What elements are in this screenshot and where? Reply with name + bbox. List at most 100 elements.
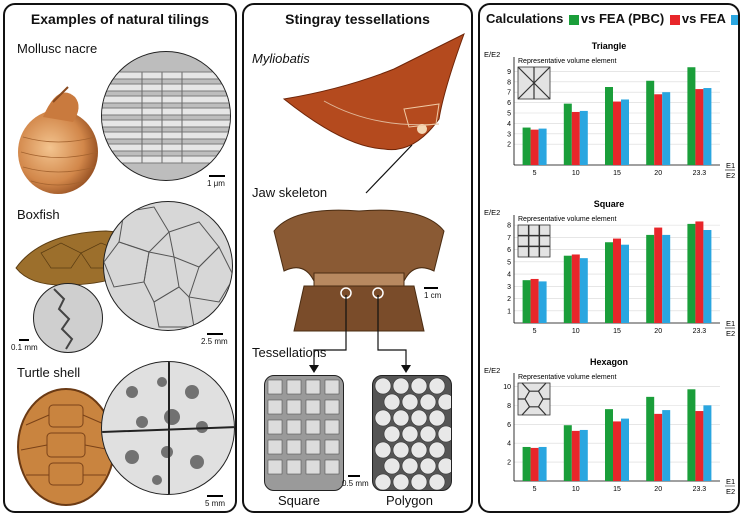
y-tick-label: 5 — [507, 111, 511, 118]
legend-label-pbc: vs FEA (PBC) — [580, 11, 665, 26]
x-tick-label: 15 — [613, 170, 621, 177]
bar-vs-fea-pbc — [522, 280, 531, 323]
bar-vs-fea — [654, 413, 663, 481]
bar-vs-fea — [613, 421, 621, 481]
turtle-scalebar — [207, 495, 223, 497]
mollusc-scalebar — [209, 175, 225, 177]
x-tick-label: 15 — [613, 486, 621, 493]
bar-series-3 — [703, 88, 712, 165]
callout-line — [364, 144, 414, 195]
legend-label-fea: vs FEA — [681, 11, 726, 26]
turtle-suture-micrograph — [101, 361, 235, 495]
chart-title: Square — [594, 199, 625, 209]
bar-series-3 — [703, 405, 712, 481]
panel2-title: Stingray tessellations — [285, 11, 430, 27]
bar-vs-fea-pbc — [522, 127, 531, 165]
stingray-image — [264, 29, 471, 159]
bar-vs-fea-pbc — [646, 80, 655, 165]
charts-container: Triangle E/E2 2 3 4 5 6 7 8 9 Representative volum… — [480, 35, 738, 511]
boxfish-suture-inset — [33, 283, 103, 353]
y-tick-label: 4 — [507, 441, 511, 448]
arrows — [304, 295, 424, 375]
bar-vs-fea-pbc — [563, 425, 572, 481]
bar-series-3 — [621, 418, 629, 481]
y-tick-label: 6 — [507, 247, 511, 254]
y-tick-label: 8 — [507, 79, 511, 86]
bar-vs-fea-pbc — [687, 67, 696, 165]
stingray-panel: Stingray tessellations Myliobatis Jaw sk… — [242, 3, 473, 513]
chart-title: Triangle — [592, 41, 627, 51]
x-tick-label: 23.3 — [693, 486, 707, 493]
snail-shell-image — [13, 77, 103, 197]
mollusc-scale-text: 1 μm — [207, 179, 225, 188]
bar-series-3 — [579, 429, 588, 481]
y-tick-label: 5 — [507, 259, 511, 266]
rve-icon-square — [517, 224, 551, 258]
y-tick-label: 6 — [507, 422, 511, 429]
tess-scalebar — [348, 475, 360, 477]
nacre-micrograph — [101, 51, 231, 181]
y-tick-label: 3 — [507, 131, 511, 138]
jaw-scale-text: 1 cm — [424, 291, 442, 300]
jaw-skeleton-image — [264, 201, 454, 337]
y-tick-label: 3 — [507, 284, 511, 291]
bar-vs-fea — [695, 411, 704, 481]
bar-vs-fea — [695, 221, 704, 323]
species-label: Myliobatis — [252, 51, 310, 66]
rve-label: Representative volume element — [518, 58, 616, 65]
boxfish-scalebar-right — [207, 333, 223, 335]
bar-vs-fea — [654, 227, 663, 323]
boxfish-scute-micrograph — [103, 201, 233, 331]
bar-vs-fea-pbc — [646, 234, 655, 323]
bar-series-3 — [579, 258, 588, 323]
x-axis-label-bottom: E2 — [726, 487, 735, 496]
bar-vs-fea — [654, 94, 663, 165]
polygon-label: Polygon — [386, 493, 433, 508]
square-label: Square — [278, 493, 320, 508]
y-tick-label: 10 — [503, 384, 511, 391]
y-tick-label: 9 — [507, 69, 511, 76]
x-tick-label: 23.3 — [693, 170, 707, 177]
legend-swatch-red — [669, 14, 680, 25]
y-axis-label: E/E2 — [484, 50, 500, 59]
bar-chart-square: Square E/E2 1 2 3 4 5 6 7 8 Representative volume … — [484, 199, 735, 338]
y-tick-label: 7 — [507, 235, 511, 242]
bar-series-3 — [538, 281, 547, 323]
bar-vs-fea — [530, 278, 539, 323]
x-tick-label: 10 — [572, 328, 580, 335]
x-tick-label: 5 — [533, 170, 537, 177]
bar-vs-fea — [571, 430, 580, 481]
panel3-title: Calculations — [486, 11, 564, 26]
tess-label: Tessellations — [252, 345, 327, 360]
bar-vs-fea-pbc — [605, 242, 613, 323]
bar-chart-hexagon: Hexagon E/E2 2 4 6 8 10 Representative volume e… — [484, 357, 735, 496]
bar-series-3 — [538, 446, 547, 481]
x-axis-label-top: E1 — [726, 477, 735, 486]
bar-vs-fea-pbc — [687, 389, 696, 481]
rve-label: Representative volume element — [518, 216, 616, 223]
y-tick-label: 4 — [507, 121, 511, 128]
bar-vs-fea-pbc — [563, 255, 572, 323]
y-tick-label: 2 — [507, 460, 511, 467]
legend-swatch-blue — [731, 14, 738, 25]
bar-vs-fea — [530, 129, 539, 165]
boxfish-label: Boxfish — [17, 207, 60, 222]
bar-vs-fea — [571, 111, 580, 165]
bar-series-3 — [703, 230, 712, 323]
bar-series-3 — [538, 128, 547, 165]
bar-vs-fea-pbc — [687, 223, 696, 323]
x-tick-label: 20 — [654, 328, 662, 335]
y-tick-label: 2 — [507, 296, 511, 303]
y-tick-label: 2 — [507, 142, 511, 149]
turtle-label: Turtle shell — [17, 365, 81, 380]
rve-icon-hexagon — [517, 382, 551, 416]
bar-vs-fea-pbc — [605, 409, 613, 481]
y-tick-label: 7 — [507, 90, 511, 97]
rve-label: Representative volume element — [518, 374, 616, 381]
bar-vs-fea — [613, 238, 621, 323]
x-tick-label: 23.3 — [693, 328, 707, 335]
x-axis-label-top: E1 — [726, 319, 735, 328]
x-tick-label: 5 — [533, 486, 537, 493]
x-axis-label-bottom: E2 — [726, 329, 735, 338]
jaw-scalebar — [424, 287, 438, 289]
